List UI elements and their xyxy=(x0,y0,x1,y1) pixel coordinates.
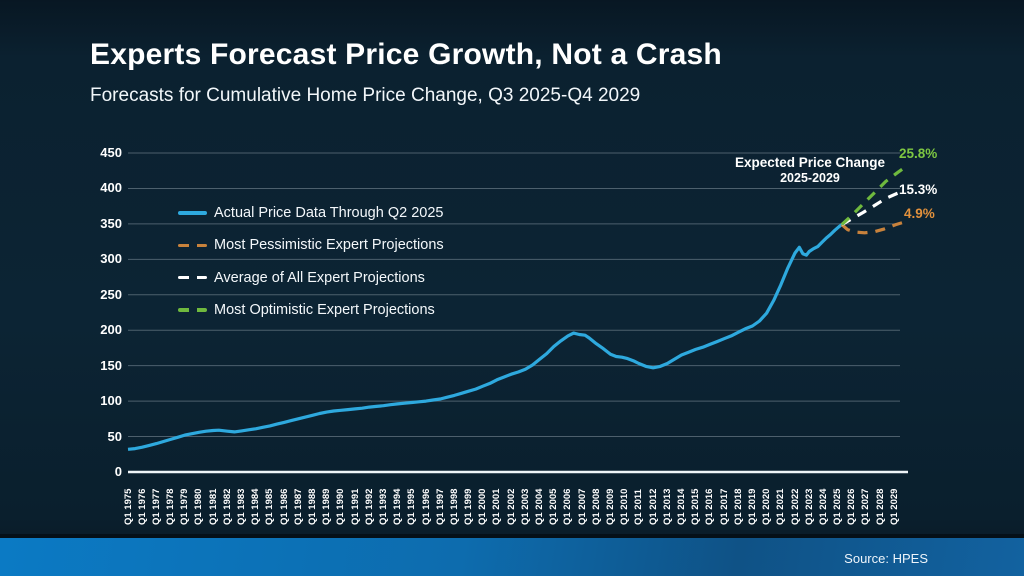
x-tick-label: Q1 1993 xyxy=(377,488,389,525)
x-tick-label: Q1 2005 xyxy=(548,488,560,525)
x-tick-label: Q1 2027 xyxy=(860,488,872,525)
x-tick-label: Q1 1983 xyxy=(236,488,248,525)
legend-item-average-of-all-expert-projections: Average of All Expert Projections xyxy=(178,269,425,287)
x-tick-label: Q1 2011 xyxy=(633,489,645,525)
x-tick-label: Q1 2001 xyxy=(491,488,503,525)
page-title: Experts Forecast Price Growth, Not a Cra… xyxy=(90,38,722,71)
y-tick-label: 350 xyxy=(100,215,122,231)
x-tick-label: Q1 2010 xyxy=(619,488,631,525)
x-tick-label: Q1 1975 xyxy=(122,488,134,525)
page-subtitle: Forecasts for Cumulative Home Price Chan… xyxy=(90,85,641,106)
series-line-most-pessimistic-expert-projections xyxy=(840,220,906,235)
x-tick-label: Q1 2017 xyxy=(718,488,730,525)
x-tick-label: Q1 2012 xyxy=(647,488,659,525)
x-tick-label: Q1 2015 xyxy=(690,488,702,525)
x-tick-label: Q1 2021 xyxy=(775,488,787,525)
legend-label: Most Optimistic Expert Projections xyxy=(214,301,435,318)
x-tick-label: Q1 1984 xyxy=(250,488,262,525)
x-tick-label: Q1 1981 xyxy=(207,488,219,525)
x-tick-label: Q1 2006 xyxy=(562,488,574,525)
legend-item-most-optimistic-expert-projections: Most Optimistic Expert Projections xyxy=(178,301,435,319)
x-tick-label: Q1 1994 xyxy=(392,488,404,525)
x-tick-label: Q1 2016 xyxy=(704,488,716,525)
legend-label: Most Pessimistic Expert Projections xyxy=(214,237,444,254)
x-tick-label: Q1 1987 xyxy=(292,488,304,525)
x-tick-label: Q1 1997 xyxy=(434,488,446,525)
x-tick-label: Q1 2028 xyxy=(874,488,886,525)
legend-item-actual-price-data-through-q2-2025: Actual Price Data Through Q2 2025 xyxy=(178,204,443,222)
x-tick-label: Q1 2003 xyxy=(519,488,531,525)
series-line-average-of-all-expert-projections xyxy=(841,189,905,226)
x-tick-label: Q1 2004 xyxy=(534,488,546,525)
x-tick-label: Q1 1982 xyxy=(221,488,233,525)
series-line-most-optimistic-expert-projections xyxy=(840,165,906,226)
x-tick-label: Q1 1999 xyxy=(463,488,475,525)
average-end-label: 15.3% xyxy=(899,182,938,197)
x-tick-label: Q1 2024 xyxy=(817,488,829,525)
x-tick-label: Q1 2013 xyxy=(661,488,673,525)
x-tick-label: Q1 2000 xyxy=(477,488,489,525)
series-lines xyxy=(127,165,906,451)
x-tick-label: Q1 2002 xyxy=(505,488,517,525)
x-tick-label: Q1 2020 xyxy=(761,488,773,525)
legend-dashed-line-swatch xyxy=(178,308,207,312)
x-tick-label: Q1 1978 xyxy=(165,488,177,525)
x-tick-label: Q1 1992 xyxy=(363,488,375,525)
x-tick-label: Q1 2007 xyxy=(576,488,588,525)
x-tick-label: Q1 2022 xyxy=(789,488,801,525)
legend-solid-line-swatch xyxy=(178,211,207,215)
x-tick-label: Q1 1976 xyxy=(136,488,148,525)
x-tick-label: Q1 2025 xyxy=(832,488,844,525)
legend-label: Actual Price Data Through Q2 2025 xyxy=(214,205,444,221)
x-tick-label: Q1 2029 xyxy=(888,488,900,525)
source-text: Source: HPES xyxy=(844,551,928,566)
expected-price-change-annotation: Expected Price Change 2025-2029 xyxy=(727,155,893,186)
legend-label: Average of All Expert Projections xyxy=(214,269,425,286)
annotation-line1: Expected Price Change xyxy=(734,155,886,170)
x-tick-label: Q1 2023 xyxy=(803,488,815,525)
x-tick-label: Q1 1988 xyxy=(306,488,318,525)
y-tick-label: 50 xyxy=(107,428,122,444)
y-tick-label: 450 xyxy=(100,145,122,160)
footer-bar: Source: HPES xyxy=(0,538,1024,576)
legend-dashed-line-swatch xyxy=(178,243,207,248)
pessimistic-end-label: 4.9% xyxy=(904,206,935,221)
legend-item-most-pessimistic-expert-projections: Most Pessimistic Expert Projections xyxy=(178,236,444,254)
x-tick-label: Q1 1995 xyxy=(406,488,418,525)
y-tick-label: 400 xyxy=(100,180,122,196)
x-tick-label: Q1 1986 xyxy=(278,488,290,525)
x-tick-label: Q1 1989 xyxy=(321,488,333,525)
annotation-line2: 2025-2029 xyxy=(780,171,840,185)
x-tick-label: Q1 2026 xyxy=(846,488,858,525)
x-tick-label: Q1 1990 xyxy=(335,488,347,525)
x-tick-label: Q1 1979 xyxy=(179,488,191,525)
x-tick-label: Q1 2009 xyxy=(605,488,617,525)
x-tick-label: Q1 1998 xyxy=(448,488,460,525)
gridlines xyxy=(128,152,908,474)
legend-dashed-line-swatch xyxy=(178,275,207,280)
x-tick-label: Q1 1985 xyxy=(264,488,276,525)
x-tick-label: Q1 2008 xyxy=(590,488,602,525)
x-tick-label: Q1 2019 xyxy=(746,488,758,525)
x-tick-label: Q1 1980 xyxy=(193,488,205,525)
x-tick-label: Q1 2014 xyxy=(675,488,687,525)
y-tick-label: 200 xyxy=(100,322,122,338)
y-tick-label: 150 xyxy=(100,357,122,373)
x-tick-label: Q1 2018 xyxy=(732,488,744,525)
optimistic-end-label: 25.8% xyxy=(899,146,938,161)
series-line-actual-price-data-through-q2-2025 xyxy=(127,223,843,451)
x-tick-label: Q1 1977 xyxy=(150,488,162,525)
y-tick-label: 0 xyxy=(114,464,122,479)
y-tick-label: 100 xyxy=(100,393,122,409)
y-tick-label: 300 xyxy=(100,251,122,267)
y-tick-label: 250 xyxy=(100,286,122,302)
x-tick-label: Q1 1991 xyxy=(349,488,361,525)
footer-divider xyxy=(0,534,1024,538)
x-tick-label: Q1 1996 xyxy=(420,488,432,525)
